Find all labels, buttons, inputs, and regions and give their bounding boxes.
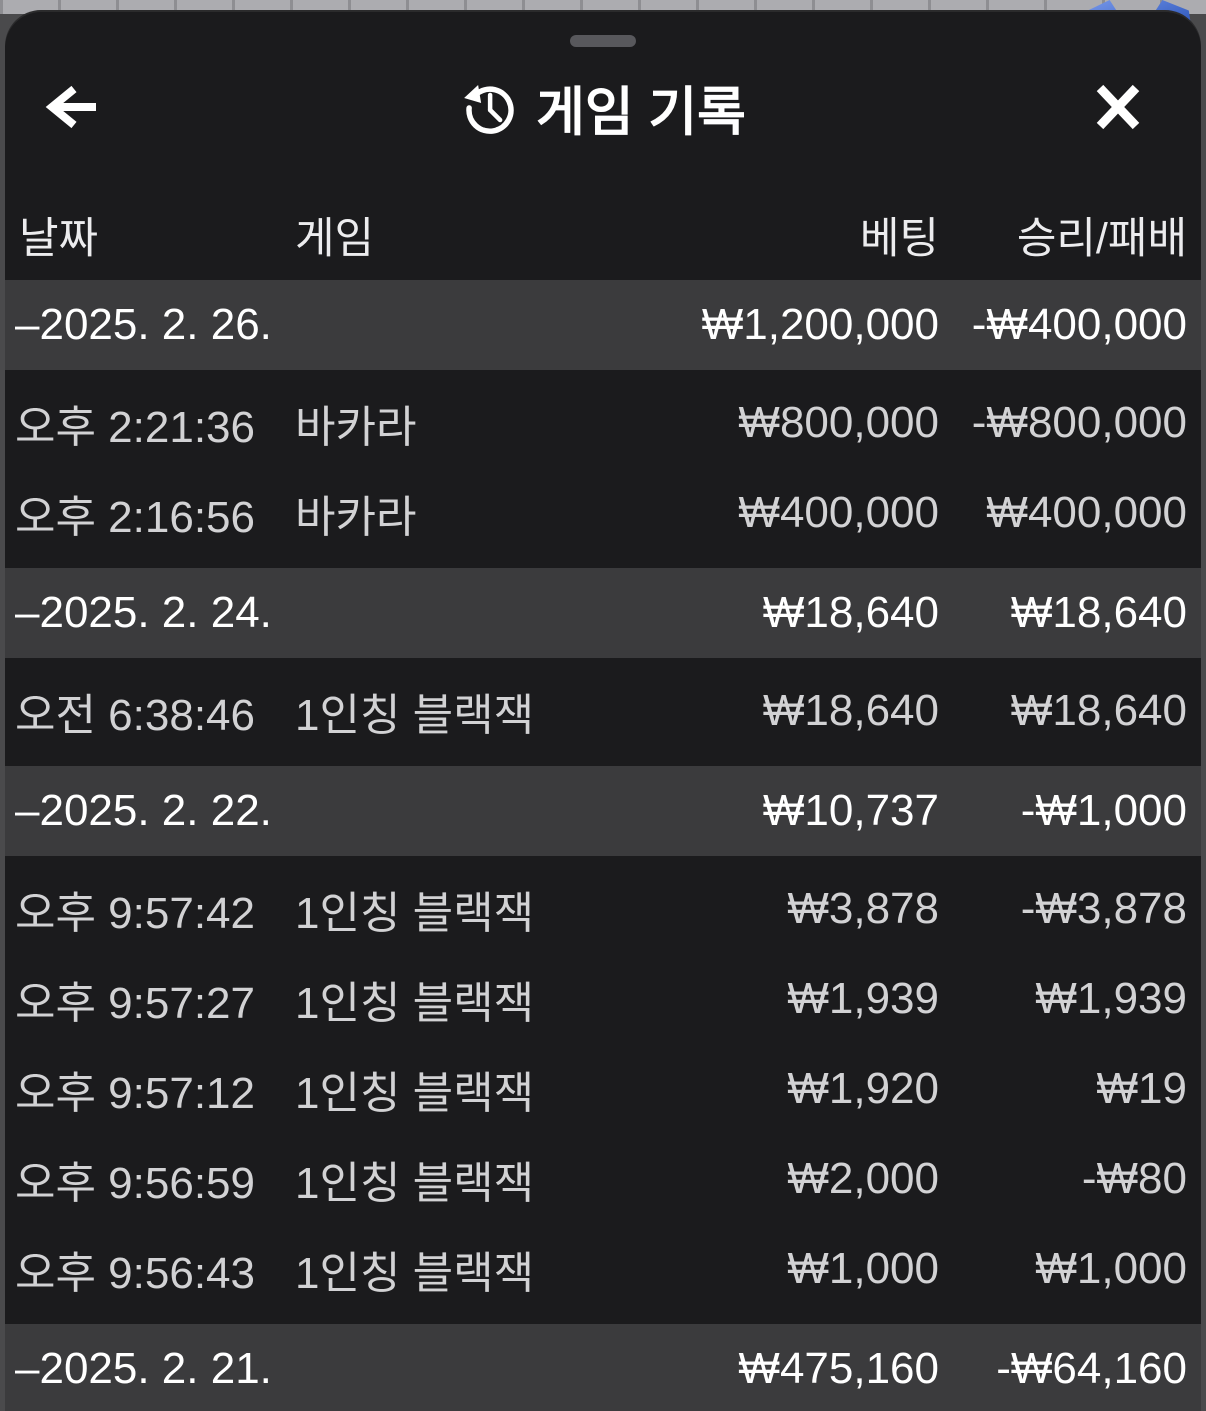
table-row-detail: 오전 6:38:46 1인칭 블랙잭 ₩18,640 ₩18,640 xyxy=(5,666,1201,756)
table-row-detail: 오후 9:56:43 1인칭 블랙잭 ₩1,000 ₩1,000 xyxy=(5,1224,1201,1314)
row-bet: ₩2,000 xyxy=(787,1154,939,1203)
game-history-sheet: 게임 기록 날짜 게임 베팅 승리/패배 –2025. 2. 26. ₩1,20… xyxy=(5,10,1201,1411)
table-row-detail: 오후 2:16:56 바카라 ₩400,000 ₩400,000 xyxy=(5,468,1201,558)
row-game: 1인칭 블랙잭 xyxy=(295,889,535,938)
table-row-summary: –2025. 2. 26. ₩1,200,000 -₩400,000 xyxy=(5,280,1201,370)
table-row-summary: –2025. 2. 21. ₩475,160 -₩64,160 xyxy=(5,1324,1201,1411)
table-row-detail: 오후 9:57:42 1인칭 블랙잭 ₩3,878 -₩3,878 xyxy=(5,864,1201,954)
column-header-date: 날짜 xyxy=(19,215,99,263)
row-bet: ₩1,000 xyxy=(787,1244,939,1293)
row-result: -₩80 xyxy=(1081,1154,1187,1203)
row-result: ₩400,000 xyxy=(986,488,1187,537)
row-result: -₩800,000 xyxy=(971,398,1187,447)
row-date: –2025. 2. 24. xyxy=(15,588,272,637)
row-result: -₩400,000 xyxy=(971,300,1187,349)
close-button[interactable] xyxy=(1063,58,1173,158)
row-date: 오후 9:57:27 xyxy=(15,979,255,1028)
row-bet: ₩1,939 xyxy=(787,974,939,1023)
drag-handle[interactable] xyxy=(570,35,636,47)
row-date: 오후 9:57:42 xyxy=(15,889,255,938)
column-header-game: 게임 xyxy=(295,215,375,263)
row-result: -₩1,000 xyxy=(1020,786,1187,835)
row-date: 오후 9:57:12 xyxy=(15,1069,255,1118)
row-result: -₩3,878 xyxy=(1020,884,1187,933)
row-date: –2025. 2. 22. xyxy=(15,786,272,835)
row-result: ₩1,000 xyxy=(1035,1244,1187,1293)
row-bet: ₩18,640 xyxy=(762,686,939,735)
table-row-detail: 오후 2:21:36 바카라 ₩800,000 -₩800,000 xyxy=(5,378,1201,468)
table-row-detail: 오후 9:57:27 1인칭 블랙잭 ₩1,939 ₩1,939 xyxy=(5,954,1201,1044)
row-game: 1인칭 블랙잭 xyxy=(295,691,535,740)
row-date: 오후 9:56:59 xyxy=(15,1159,255,1208)
row-bet: ₩475,160 xyxy=(738,1344,939,1393)
row-game: 1인칭 블랙잭 xyxy=(295,1249,535,1298)
row-game: 바카라 xyxy=(295,403,417,452)
row-date: 오전 6:38:46 xyxy=(15,691,255,740)
row-bet: ₩10,737 xyxy=(762,786,939,835)
table-row-detail: 오후 9:57:12 1인칭 블랙잭 ₩1,920 ₩19 xyxy=(5,1044,1201,1134)
row-game: 1인칭 블랙잭 xyxy=(295,1159,535,1208)
back-button[interactable] xyxy=(17,58,127,158)
row-game: 1인칭 블랙잭 xyxy=(295,979,535,1028)
row-result: ₩19 xyxy=(1096,1064,1187,1113)
row-result: ₩18,640 xyxy=(1010,686,1187,735)
row-date: 오후 9:56:43 xyxy=(15,1249,255,1298)
row-game: 바카라 xyxy=(295,493,417,542)
row-result: ₩18,640 xyxy=(1010,588,1187,637)
table-row-summary: –2025. 2. 24. ₩18,640 ₩18,640 xyxy=(5,568,1201,658)
history-rows-list[interactable]: –2025. 2. 26. ₩1,200,000 -₩400,000 오후 2:… xyxy=(5,280,1201,1411)
column-header-bet: 베팅 xyxy=(859,215,939,263)
row-bet: ₩1,200,000 xyxy=(701,300,939,349)
sheet-navbar: 게임 기록 xyxy=(5,58,1201,158)
row-date: –2025. 2. 21. xyxy=(15,1344,272,1393)
row-date: 오후 2:16:56 xyxy=(15,493,255,542)
row-date: 오후 2:21:36 xyxy=(15,403,255,452)
row-bet: ₩400,000 xyxy=(738,488,939,537)
row-bet: ₩1,920 xyxy=(787,1064,939,1113)
row-result: -₩64,160 xyxy=(996,1344,1187,1393)
column-header-result: 승리/패배 xyxy=(1016,215,1187,263)
close-icon xyxy=(1093,82,1143,135)
row-bet: ₩800,000 xyxy=(738,398,939,447)
back-arrow-icon xyxy=(44,82,100,135)
table-row-detail: 오후 9:56:59 1인칭 블랙잭 ₩2,000 -₩80 xyxy=(5,1134,1201,1224)
row-bet: ₩18,640 xyxy=(762,588,939,637)
history-clock-icon xyxy=(460,78,520,138)
page-title-label: 게임 기록 xyxy=(536,83,746,142)
table-row-summary: –2025. 2. 22. ₩10,737 -₩1,000 xyxy=(5,766,1201,856)
row-game: 1인칭 블랙잭 xyxy=(295,1069,535,1118)
page-title: 게임 기록 xyxy=(460,70,746,146)
row-bet: ₩3,878 xyxy=(787,884,939,933)
row-date: –2025. 2. 26. xyxy=(15,300,272,349)
table-header: 날짜 게임 베팅 승리/패배 xyxy=(5,190,1201,280)
row-result: ₩1,939 xyxy=(1035,974,1187,1023)
